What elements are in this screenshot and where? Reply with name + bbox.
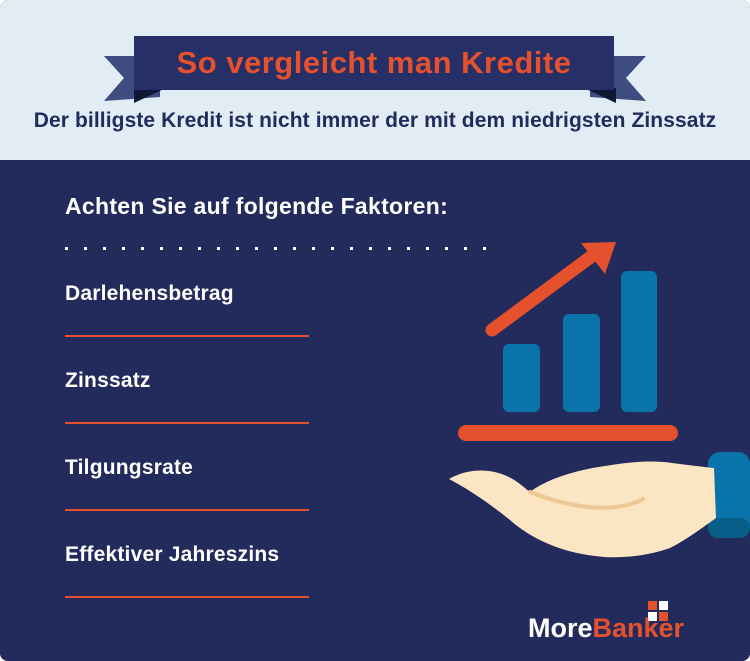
sleeve-icon — [708, 452, 750, 538]
rising-arrow-icon — [485, 242, 616, 337]
title-ribbon: So vergleicht man Kredite — [95, 28, 655, 106]
header-section: So vergleicht man Kredite Der billigste … — [0, 0, 750, 160]
factors-list: Darlehensbetrag Zinssatz Tilgungsrate Ef… — [65, 280, 309, 628]
content-section: Achten Sie auf folgende Faktoren: Darleh… — [0, 160, 750, 661]
factor-item-zinssatz: Zinssatz — [65, 367, 309, 424]
logo-text: MoreBanker — [528, 613, 684, 644]
giving-hand-icon — [449, 461, 716, 558]
factor-item-tilgungsrate: Tilgungsrate — [65, 454, 309, 511]
logo-square-bottom-right — [659, 612, 668, 621]
logo-square-bottom-left — [648, 612, 657, 621]
factor-item-darlehensbetrag: Darlehensbetrag — [65, 280, 309, 337]
hand-holding-bar-chart-icon — [449, 242, 750, 558]
ribbon-banner-icon — [104, 36, 646, 103]
factor-item-effektiver-jahreszins: Effektiver Jahreszins — [65, 541, 309, 598]
logo-text-banker: Banker — [592, 613, 685, 643]
platform-bar — [458, 425, 678, 441]
dotted-divider — [65, 247, 497, 250]
infographic-subtitle: Der billigste Kredit ist nicht immer der… — [33, 109, 717, 132]
logo-square-top-left — [648, 601, 657, 610]
logo-squares-icon — [648, 601, 668, 622]
factors-heading: Achten Sie auf folgende Faktoren: — [65, 193, 449, 219]
logo-text-more: More — [528, 613, 593, 643]
infographic-title: So vergleicht man Kredite — [176, 45, 572, 80]
logo-square-top-right — [659, 601, 668, 610]
bar-chart-icon — [503, 271, 657, 412]
